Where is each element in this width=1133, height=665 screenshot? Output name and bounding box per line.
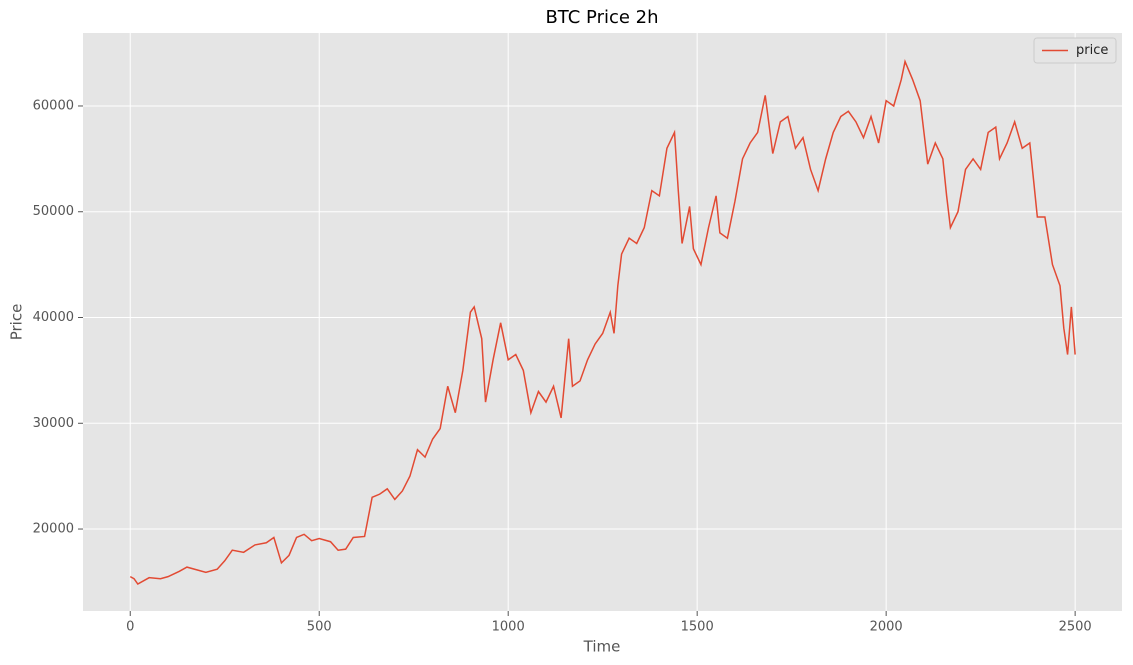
y-axis-label: Price [8, 304, 26, 341]
y-tick-label: 30000 [33, 416, 74, 431]
y-tick-label: 40000 [33, 310, 74, 325]
legend-box [1033, 37, 1117, 64]
price-line [129, 59, 1076, 586]
y-tick-label: 60000 [33, 98, 74, 113]
x-tick-label: 2500 [1059, 620, 1092, 635]
y-tick-label: 50000 [33, 204, 74, 219]
chart-title: BTC Price 2h [545, 7, 658, 28]
x-tick-label: 500 [307, 620, 332, 635]
x-axis-label: Time [583, 638, 621, 656]
legend-label: price [1076, 43, 1108, 58]
x-tick-label: 1000 [492, 620, 525, 635]
x-tick-label: 0 [126, 620, 134, 635]
y-tick-label: 20000 [33, 522, 74, 537]
x-tick-label: 1500 [681, 620, 714, 635]
plot-area [83, 33, 1122, 611]
x-tick-label: 2000 [870, 620, 903, 635]
